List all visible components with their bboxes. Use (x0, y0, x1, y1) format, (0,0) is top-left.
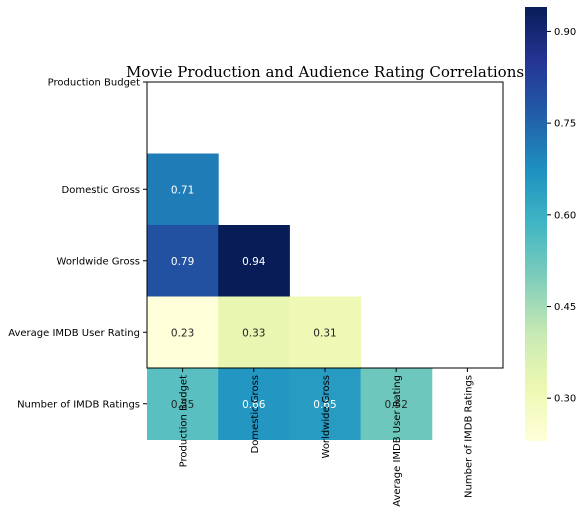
colorbar-ticks: 0.30 0.45 0.60 0.75 0.90 (547, 27, 576, 405)
x-tick-label: Worldwide Gross (321, 375, 332, 458)
y-tick-label: Average IMDB User Rating (8, 328, 140, 339)
colorbar-tick-label: 0.30 (554, 394, 576, 405)
x-tick-label: Production Budget (179, 375, 190, 467)
cell-value-label: 0.23 (171, 327, 194, 339)
colorbar-tick-label: 0.45 (554, 302, 576, 313)
colorbar-tick-label: 0.75 (554, 119, 576, 130)
cell-value-labels: 0.71 0.79 0.94 0.23 0.33 0.31 0.55 0.66 0.65 0.52 (171, 184, 408, 411)
heatmap-cell (218, 368, 290, 440)
cell-value-label: 0.65 (313, 399, 336, 411)
x-tick-label: Number of IMDB Ratings (463, 375, 474, 498)
heatmap-cell (218, 296, 290, 369)
y-tick-label: Production Budget (48, 78, 140, 89)
cell-value-label: 0.55 (171, 399, 194, 411)
cell-value-label: 0.94 (242, 256, 266, 268)
heatmap-cell (289, 368, 362, 440)
heatmap-cell (289, 296, 362, 369)
x-tick-label: Average IMDB User Rating (392, 375, 403, 507)
cell-value-label: 0.79 (171, 256, 194, 268)
cell-value-label: 0.33 (242, 327, 265, 339)
colorbar-gradient (525, 7, 547, 441)
cell-value-label: 0.71 (171, 184, 194, 196)
y-tick-label: Number of IMDB Ratings (17, 399, 140, 410)
x-tick-label: Domestic Gross (250, 375, 261, 453)
heatmap-cell (147, 296, 219, 369)
x-axis: Production Budget Domestic Gross Worldwide… (179, 368, 474, 507)
chart-title: Movie Production and Audience Rating Cor… (126, 63, 524, 81)
colorbar-tick-label: 0.90 (554, 27, 576, 38)
cell-value-label: 0.52 (385, 399, 408, 411)
heatmap-cell (218, 225, 290, 297)
colorbar: 0.30 0.45 0.60 0.75 0.90 (525, 7, 576, 441)
heatmap-cell (147, 225, 219, 297)
y-tick-label: Domestic Gross (62, 185, 140, 196)
heatmap-cell (360, 368, 433, 440)
y-tick-label: Worldwide Gross (57, 256, 140, 267)
cell-value-label: 0.66 (242, 399, 266, 411)
y-axis: Production Budget Domestic Gross Worldwide… (8, 78, 147, 410)
heatmap-cells (147, 153, 433, 440)
heatmap-cell (147, 153, 219, 226)
colorbar-tick-label: 0.60 (554, 210, 576, 221)
heatmap-cell (147, 368, 219, 440)
cell-value-label: 0.31 (313, 327, 336, 339)
